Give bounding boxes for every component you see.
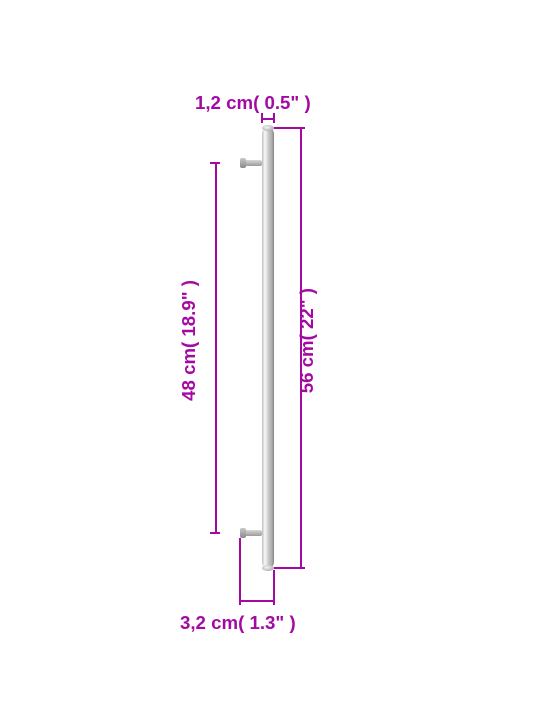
standoff-top [244, 160, 262, 166]
standoff-bottom [244, 530, 262, 536]
dim-overall-height-guide-top [274, 127, 300, 129]
dim-top-width-cap-right [273, 113, 275, 123]
dim-bottom-depth-guide-right [273, 570, 275, 600]
dim-inner-height-cap-bottom [210, 532, 220, 534]
standoff-top-foot [240, 158, 246, 168]
dim-overall-height-label: 56 cm( 22" ) [296, 288, 318, 393]
handle-bar-cap-top [262, 125, 274, 131]
dim-inner-height-cap-top [210, 162, 220, 164]
standoff-bottom-foot [240, 528, 246, 538]
dim-bottom-depth-line [240, 600, 274, 602]
dim-inner-height-line [215, 163, 217, 533]
dim-bottom-depth-guide-left [239, 538, 241, 600]
diagram-stage: 1,2 cm( 0.5" ) 3,2 cm( 1.3" ) 48 cm( 18.9"… [0, 0, 540, 720]
dim-top-width-cap-left [261, 113, 263, 123]
dim-inner-height-label: 48 cm( 18.9" ) [178, 280, 200, 401]
dim-overall-height-guide-bottom [274, 567, 300, 569]
dim-bottom-depth-label: 3,2 cm( 1.3" ) [180, 612, 296, 634]
handle-bar [262, 128, 274, 568]
dim-top-width-label: 1,2 cm( 0.5" ) [195, 92, 311, 114]
